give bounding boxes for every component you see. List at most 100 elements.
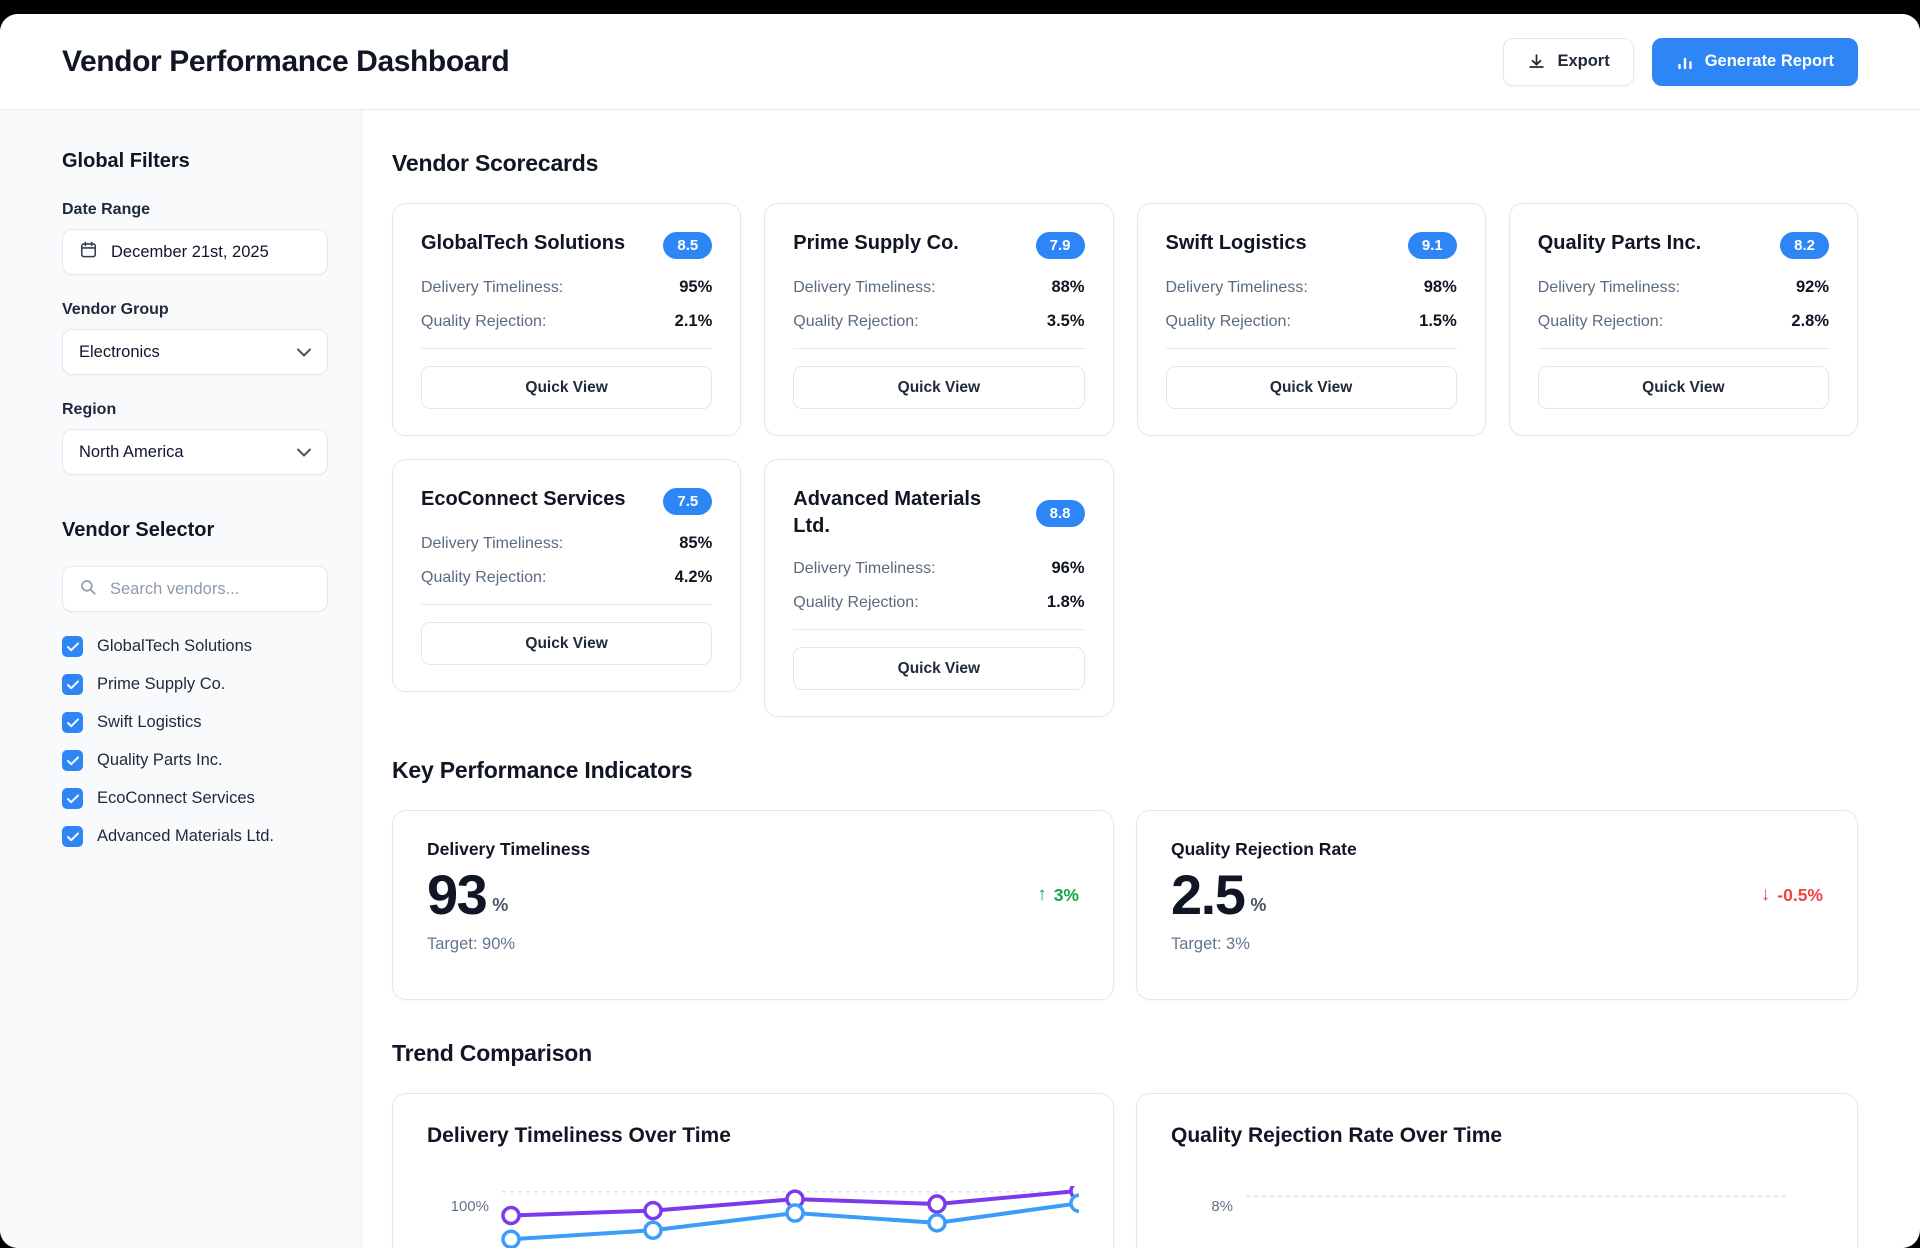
delivery-label: Delivery Timeliness: [793, 278, 936, 296]
export-label: Export [1557, 52, 1610, 70]
checkbox-checked-icon[interactable] [62, 636, 83, 657]
quality-label: Quality Rejection: [421, 568, 547, 586]
chart-card-quality-trend: Quality Rejection Rate Over Time 8% [1136, 1093, 1858, 1248]
checkbox-checked-icon[interactable] [62, 674, 83, 695]
search-input[interactable] [110, 579, 330, 599]
checkbox-checked-icon[interactable] [62, 826, 83, 847]
quality-label: Quality Rejection: [1537, 312, 1664, 330]
vendor-group-value: Electronics [79, 342, 160, 361]
quality-label: Quality Rejection: [793, 312, 919, 330]
delivery-label: Delivery Timeliness: [421, 534, 564, 552]
checkbox-checked-icon[interactable] [62, 712, 83, 733]
export-button[interactable]: Export [1503, 37, 1634, 86]
generate-report-label: Generate Report [1704, 52, 1834, 70]
delivery-value: 85% [679, 534, 713, 552]
divider [793, 348, 1085, 349]
quick-view-button[interactable]: Quick View [1165, 366, 1457, 409]
vendor-group-label: Vendor Group [62, 301, 169, 318]
score-badge: 9.1 [1407, 232, 1457, 259]
chevron-down-icon [297, 343, 311, 362]
delivery-value: 88% [1051, 278, 1085, 296]
date-range-input[interactable]: December 21st, 2025 [62, 229, 328, 275]
vendor-name: Advanced Materials Ltd. [793, 488, 982, 537]
kpi-delta: ↑ 3% [1037, 884, 1079, 906]
delivery-label: Delivery Timeliness: [1537, 278, 1681, 296]
score-badge: 7.5 [663, 488, 713, 515]
quality-value: 2.1% [674, 312, 713, 330]
region-label: Region [62, 401, 117, 418]
region-value: North America [79, 442, 184, 461]
vendor-scorecard: GlobalTech Solutions 8.5 Delivery Timeli… [392, 203, 742, 436]
score-badge: 8.8 [1035, 500, 1085, 527]
vendor-scorecard: Swift Logistics 9.1 Delivery Timeliness:… [1136, 203, 1486, 436]
score-badge: 8.5 [663, 232, 713, 259]
vendor-checkbox-list: GlobalTech Solutions Prime Supply Co. Sw… [62, 634, 328, 849]
vendor-selector-title: Vendor Selector [62, 519, 215, 541]
vendor-checkbox-row[interactable]: Prime Supply Co. [62, 672, 328, 697]
divider [421, 348, 713, 349]
line-chart [1246, 1195, 1790, 1198]
vendor-checkbox-row[interactable]: EcoConnect Services [62, 786, 328, 811]
quick-view-button[interactable]: Quick View [793, 647, 1085, 690]
vendor-name: Swift Logistics [1165, 232, 1307, 254]
quality-label: Quality Rejection: [793, 593, 919, 611]
quick-view-button[interactable]: Quick View [421, 622, 713, 665]
quality-value: 3.5% [1046, 312, 1085, 330]
quality-label: Quality Rejection: [421, 312, 547, 330]
vendor-checkbox-row[interactable]: Advanced Materials Ltd. [62, 824, 328, 849]
header: Vendor Performance Dashboard Export Gene… [0, 14, 1920, 110]
region-select[interactable]: North America [62, 429, 328, 475]
vendor-group-select[interactable]: Electronics [62, 329, 328, 375]
divider [421, 604, 713, 605]
kpi-value: 2.5 [1171, 863, 1246, 926]
quality-value: 1.8% [1046, 593, 1085, 611]
vendor-scorecard: Advanced Materials Ltd. 8.8 Delivery Tim… [764, 459, 1114, 717]
chart-title: Quality Rejection Rate Over Time [1171, 1124, 1503, 1147]
checkbox-checked-icon[interactable] [62, 788, 83, 809]
kpi-unit: % [492, 894, 509, 915]
main-content: Vendor Scorecards GlobalTech Solutions 8… [362, 110, 1920, 1248]
vendor-scorecard: Quality Parts Inc. 8.2 Delivery Timeline… [1508, 203, 1858, 436]
kpi-section-title: Key Performance Indicators [392, 757, 693, 783]
vendor-checkbox-row[interactable]: GlobalTech Solutions [62, 634, 328, 659]
quick-view-button[interactable]: Quick View [421, 366, 713, 409]
kpi-delta-value: -0.5% [1777, 884, 1823, 905]
trend-section-title: Trend Comparison [392, 1040, 592, 1066]
vendor-name: GlobalTech Solutions [421, 232, 626, 254]
delivery-label: Delivery Timeliness: [421, 278, 564, 296]
global-filters-title: Global Filters [62, 150, 190, 172]
generate-report-button[interactable]: Generate Report [1651, 37, 1858, 86]
checkbox-checked-icon[interactable] [62, 750, 83, 771]
vendor-name: Quality Parts Inc. [1537, 232, 1702, 254]
y-axis-tick-label: 8% [1211, 1198, 1233, 1215]
trend-up-icon: ↑ [1037, 884, 1047, 906]
kpi-target: Target: 3% [1171, 934, 1250, 953]
delivery-value: 96% [1051, 559, 1085, 577]
sidebar: Global Filters Date Range December 21st,… [0, 110, 362, 1248]
kpi-unit: % [1250, 894, 1267, 915]
delivery-label: Delivery Timeliness: [1165, 278, 1308, 296]
search-icon [79, 578, 97, 601]
page-title: Vendor Performance Dashboard [62, 44, 510, 78]
vendor-checkbox-row[interactable]: Swift Logistics [62, 710, 328, 735]
trend-down-icon: ↓ [1760, 884, 1771, 906]
quality-value: 2.8% [1791, 312, 1829, 330]
delivery-value: 95% [679, 278, 713, 296]
quick-view-button[interactable]: Quick View [793, 366, 1085, 409]
trend-grid: Delivery Timeliness Over Time 100% Quali… [392, 1093, 1858, 1248]
header-actions: Export Generate Report [1503, 37, 1858, 86]
vendor-checkbox-row[interactable]: Quality Parts Inc. [62, 748, 328, 773]
kpi-value: 93 [427, 863, 488, 926]
app-window: Vendor Performance Dashboard Export Gene… [0, 14, 1920, 1248]
quick-view-button[interactable]: Quick View [1537, 366, 1829, 409]
date-range-label: Date Range [62, 201, 151, 218]
delivery-label: Delivery Timeliness: [793, 559, 936, 577]
vendor-name: EcoConnect Services [421, 488, 626, 510]
kpi-delta: ↓ -0.5% [1761, 884, 1823, 906]
kpi-grid: Delivery Timeliness 93 % ↑ 3% Target: 90… [392, 810, 1858, 1000]
scorecards-section-title: Vendor Scorecards [392, 150, 599, 176]
kpi-title: Delivery Timeliness [427, 839, 591, 859]
kpi-card-delivery: Delivery Timeliness 93 % ↑ 3% Target: 90… [392, 810, 1114, 1000]
score-badge: 7.9 [1035, 232, 1085, 259]
delivery-value: 98% [1423, 278, 1457, 296]
